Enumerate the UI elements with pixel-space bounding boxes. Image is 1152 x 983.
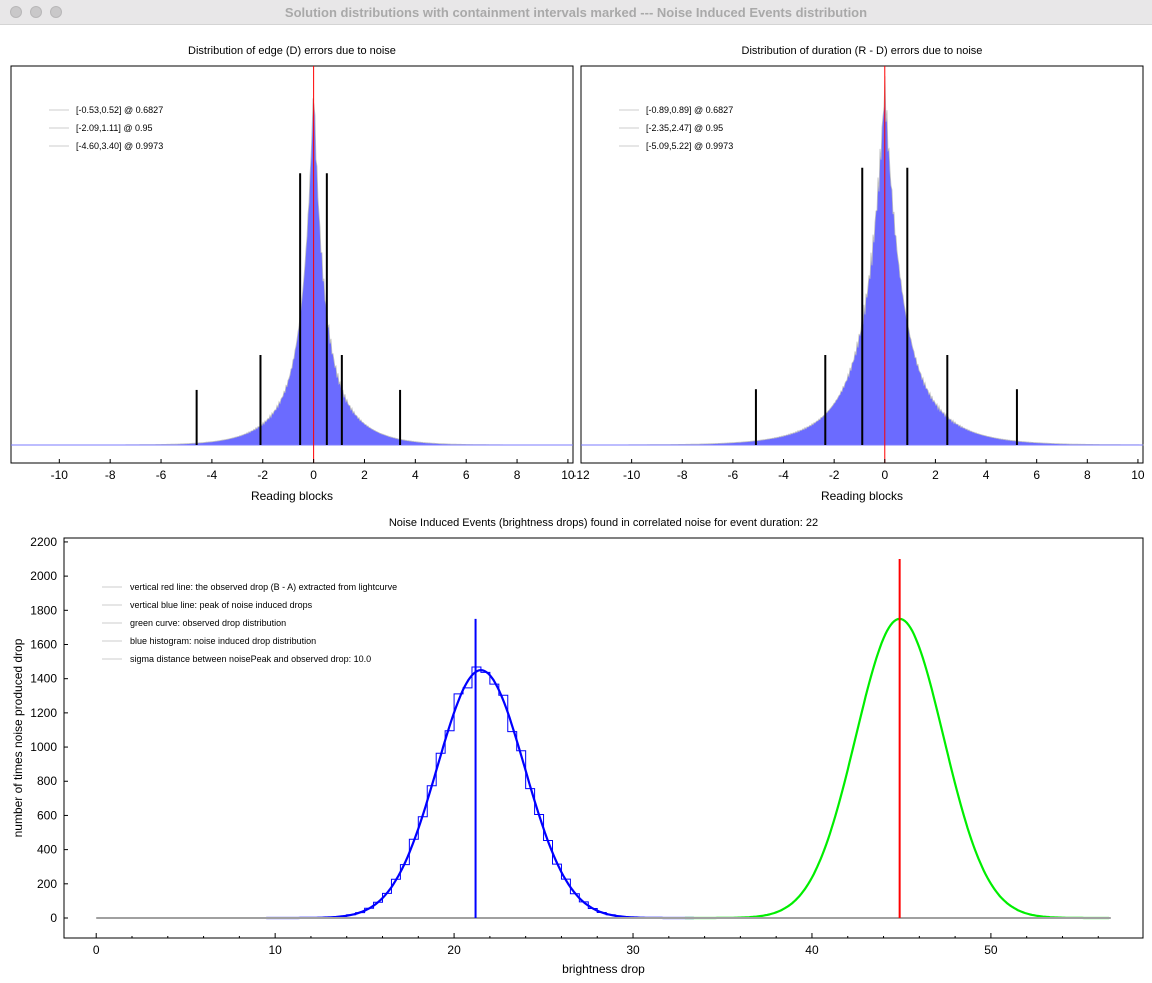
legend-entry: [-2.35,2.47] @ 0.95 <box>646 123 723 133</box>
x-tick-label: 20 <box>447 943 461 957</box>
plot-frame <box>63 537 1144 939</box>
x-tick-label: 10 <box>561 468 575 482</box>
blue-fit-curve <box>266 668 694 920</box>
plots-canvas: Distribution of edge (D) errors due to n… <box>10 45 1145 976</box>
y-tick-label: 1600 <box>30 637 57 651</box>
y-tick-label: 600 <box>37 808 57 822</box>
x-tick-label: -4 <box>207 468 218 482</box>
x-tick-label: 40 <box>805 943 819 957</box>
x-tick-label: -10 <box>51 468 69 482</box>
legend-entry: [-4.60,3.40] @ 0.9973 <box>76 141 163 151</box>
bottom-plot: Noise Induced Events (brightness drops) … <box>11 517 1144 976</box>
y-tick-label: 800 <box>37 774 57 788</box>
x-tick-label: 4 <box>983 468 990 482</box>
y-tick-label: 1200 <box>30 706 57 720</box>
plot-title: Noise Induced Events (brightness drops) … <box>389 517 818 529</box>
x-tick-label: 6 <box>463 468 470 482</box>
x-tick-label: -2 <box>257 468 268 482</box>
top-plot-0: Distribution of edge (D) errors due to n… <box>10 45 575 503</box>
y-tick-label: 200 <box>37 877 57 891</box>
x-tick-label: 6 <box>1033 468 1040 482</box>
zoom-button[interactable] <box>50 6 62 18</box>
plot-title: Distribution of duration (R - D) errors … <box>742 45 983 57</box>
x-tick-label: -2 <box>829 468 840 482</box>
x-axis-label: brightness drop <box>562 962 645 976</box>
y-axis-label: number of times noise produced drop <box>11 638 25 837</box>
legend-entry: sigma distance between noisePeak and obs… <box>130 654 371 664</box>
x-axis-label: Reading blocks <box>251 489 333 503</box>
x-tick-label: -10 <box>623 468 641 482</box>
legend-entry: [-2.09,1.11] @ 0.95 <box>76 123 153 133</box>
x-tick-label: 10 <box>268 943 282 957</box>
y-tick-label: 400 <box>37 843 57 857</box>
legend-entry: vertical blue line: peak of noise induce… <box>130 600 313 610</box>
y-tick-label: 2200 <box>30 535 57 549</box>
legend-entry: [-5.09,5.22] @ 0.9973 <box>646 141 733 151</box>
y-tick-label: 1000 <box>30 740 57 754</box>
x-tick-label: 30 <box>626 943 640 957</box>
minimize-button[interactable] <box>30 6 42 18</box>
green-curve <box>684 617 1109 920</box>
legend-entry: [-0.89,0.89] @ 0.6827 <box>646 105 733 115</box>
x-tick-label: 8 <box>514 468 521 482</box>
x-axis-label: Reading blocks <box>821 489 903 503</box>
legend-entry: vertical red line: the observed drop (B … <box>130 582 397 592</box>
legend-entry: [-0.53,0.52] @ 0.6827 <box>76 105 163 115</box>
x-tick-label: 8 <box>1084 468 1091 482</box>
x-tick-label: -12 <box>572 468 590 482</box>
x-tick-label: -8 <box>105 468 116 482</box>
y-tick-label: 2000 <box>30 569 57 583</box>
y-tick-label: 1800 <box>30 603 57 617</box>
top-plot-1: Distribution of duration (R - D) errors … <box>572 45 1145 503</box>
x-tick-label: 0 <box>93 943 100 957</box>
x-tick-label: 50 <box>984 943 998 957</box>
window-title: Solution distributions with containment … <box>284 5 868 20</box>
close-button[interactable] <box>10 6 22 18</box>
x-tick-label: 0 <box>881 468 888 482</box>
legend-entry: green curve: observed drop distribution <box>130 618 286 628</box>
x-tick-label: 2 <box>361 468 368 482</box>
x-tick-label: -8 <box>677 468 688 482</box>
y-tick-label: 0 <box>50 911 57 925</box>
x-tick-label: 4 <box>412 468 419 482</box>
legend-entry: blue histogram: noise induced drop distr… <box>130 636 316 646</box>
x-tick-label: -6 <box>156 468 167 482</box>
x-tick-label: 2 <box>932 468 939 482</box>
x-tick-label: -4 <box>778 468 789 482</box>
title-bar: Solution distributions with containment … <box>0 0 1152 25</box>
plot-title: Distribution of edge (D) errors due to n… <box>188 45 396 57</box>
x-tick-label: 0 <box>310 468 317 482</box>
x-tick-label: 10 <box>1131 468 1145 482</box>
x-tick-label: -6 <box>728 468 739 482</box>
y-tick-label: 1400 <box>30 672 57 686</box>
